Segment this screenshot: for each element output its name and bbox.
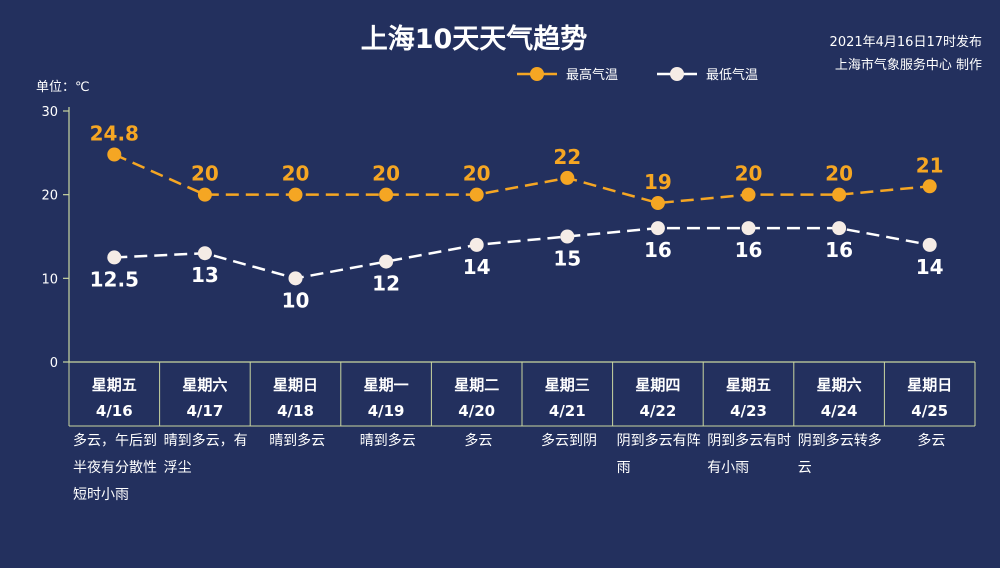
day-date: 4/23 — [730, 402, 767, 420]
y-tick-label: 0 — [50, 356, 58, 371]
series-line — [113, 153, 930, 205]
day-date: 4/19 — [368, 402, 405, 420]
legend: 最高气温 最低气温 — [517, 67, 758, 83]
day-weather: 晴到多云 — [269, 433, 326, 449]
data-label: 16 — [644, 238, 672, 262]
data-point — [469, 237, 484, 252]
data-point — [469, 187, 484, 202]
data-label: 13 — [191, 263, 219, 287]
day-date: 4/22 — [640, 402, 677, 420]
data-point — [832, 221, 847, 236]
data-label: 20 — [282, 162, 310, 186]
day-weather: 阴到多云有阵雨 — [616, 433, 701, 476]
day-columns: 星期五 4/16 星期六 4/17 星期日 4/18 星期一 4/19 星期二 4/20 星期三 4/… — [68, 362, 976, 427]
publish-time: 2021年4月16日17时发布 — [830, 34, 982, 50]
day-date: 4/17 — [187, 402, 224, 420]
data-label: 20 — [372, 162, 400, 186]
series-high: 24.8 20 20 20 20 22 19 20 20 21 — [90, 122, 944, 211]
legend-low-label: 最低气温 — [706, 67, 758, 83]
data-label: 14 — [916, 255, 944, 279]
day-weather: 阴到多云转多云 — [797, 433, 882, 476]
data-label: 16 — [825, 238, 853, 262]
data-label: 12.5 — [90, 267, 139, 291]
data-label: 20 — [463, 162, 491, 186]
day-weekday: 星期六 — [182, 376, 227, 394]
data-point — [288, 271, 303, 286]
day-weekday: 星期日 — [907, 376, 952, 394]
day-weekday: 星期四 — [635, 376, 680, 394]
data-point — [650, 196, 665, 211]
day-weather: 多云到阴 — [541, 433, 597, 449]
data-label: 14 — [463, 255, 491, 279]
data-point — [107, 250, 122, 265]
day-weather: 多云 — [917, 433, 946, 449]
day-date: 4/24 — [821, 402, 858, 420]
data-label: 22 — [553, 145, 581, 169]
day-date: 4/21 — [549, 402, 586, 420]
data-label: 24.8 — [90, 122, 139, 146]
series-low: 12.5 13 10 12 14 15 16 16 16 14 — [90, 221, 944, 312]
data-label: 16 — [735, 238, 763, 262]
legend-high-label: 最高气温 — [566, 67, 618, 83]
data-point — [741, 187, 756, 202]
data-point — [650, 221, 665, 236]
data-point — [741, 221, 756, 236]
day-date: 4/20 — [458, 402, 495, 420]
series-line — [114, 226, 930, 280]
data-point — [107, 147, 122, 162]
data-label: 10 — [282, 288, 310, 312]
data-label: 15 — [553, 247, 581, 271]
publisher: 上海市气象服务中心 制作 — [835, 57, 982, 73]
data-point — [379, 254, 394, 269]
day-date: 4/25 — [911, 402, 948, 420]
data-label: 19 — [644, 170, 672, 194]
y-tick-label: 30 — [41, 105, 58, 120]
day-date: 4/18 — [277, 402, 314, 420]
day-weather: 多云，午后到半夜有分散性短时小雨 — [73, 433, 157, 503]
chart-title: 上海10天天气趋势 — [361, 24, 588, 55]
day-weather: 晴到多云，有浮尘 — [163, 433, 248, 476]
legend-low-marker — [670, 67, 684, 81]
day-weekday: 星期二 — [454, 376, 499, 394]
data-label: 21 — [916, 153, 944, 177]
legend-high-marker — [530, 67, 544, 81]
day-weather: 多云 — [464, 433, 493, 449]
data-label: 12 — [372, 272, 400, 296]
y-tick-label: 10 — [41, 272, 58, 287]
data-point — [379, 187, 394, 202]
day-date: 4/16 — [96, 402, 133, 420]
data-point — [288, 187, 303, 202]
data-point — [560, 229, 575, 244]
unit-label: 单位：℃ — [36, 80, 90, 95]
day-weekday: 星期五 — [726, 376, 771, 394]
y-tick-label: 20 — [41, 189, 58, 204]
day-weekday: 星期三 — [545, 376, 590, 394]
day-weather: 晴到多云 — [359, 433, 416, 449]
data-label: 20 — [191, 162, 219, 186]
data-point — [922, 237, 937, 252]
day-weather: 阴到多云有时有小雨 — [707, 433, 792, 476]
data-point — [197, 187, 212, 202]
data-point — [560, 170, 575, 185]
day-weekday: 星期五 — [92, 376, 137, 394]
data-point — [832, 187, 847, 202]
data-label: 20 — [825, 162, 853, 186]
data-point — [922, 179, 937, 194]
data-label: 20 — [735, 162, 763, 186]
day-weekday: 星期日 — [273, 376, 318, 394]
day-weekday: 星期六 — [817, 376, 862, 394]
day-weekday: 星期一 — [364, 376, 409, 394]
data-point — [197, 246, 212, 261]
